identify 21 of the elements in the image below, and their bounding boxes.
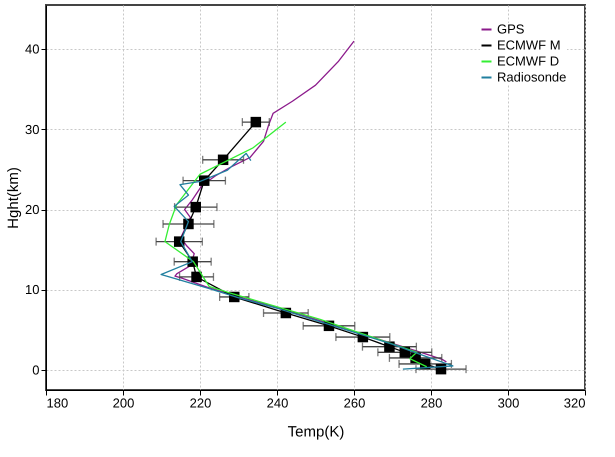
legend-label: GPS xyxy=(497,22,525,36)
x-tick-label: 220 xyxy=(190,396,212,410)
y-tick-label: 40 xyxy=(25,42,40,57)
x-tick-label: 240 xyxy=(266,396,288,410)
legend-label: ECMWF D xyxy=(497,54,560,68)
x-tick-label: 320 xyxy=(564,396,586,410)
y-axis-title: Hght(km) xyxy=(5,167,22,229)
y-tick-label: 0 xyxy=(32,362,40,378)
legend-label: ECMWF M xyxy=(497,38,561,52)
line-series xyxy=(174,40,448,363)
x-tick-label: 280 xyxy=(420,396,442,410)
y-tick-label: 30 xyxy=(25,122,40,137)
x-tick-label: 300 xyxy=(498,396,520,410)
legend-label: Radiosonde xyxy=(497,70,566,84)
x-tick-label: 260 xyxy=(344,396,366,410)
x-tick-label: 180 xyxy=(46,396,68,410)
y-tick-label: 20 xyxy=(25,202,40,218)
y-tick-label: 10 xyxy=(25,282,40,298)
x-axis-title: Temp(K) xyxy=(288,424,344,440)
line-series xyxy=(160,152,454,370)
x-tick-label: 200 xyxy=(112,396,134,410)
